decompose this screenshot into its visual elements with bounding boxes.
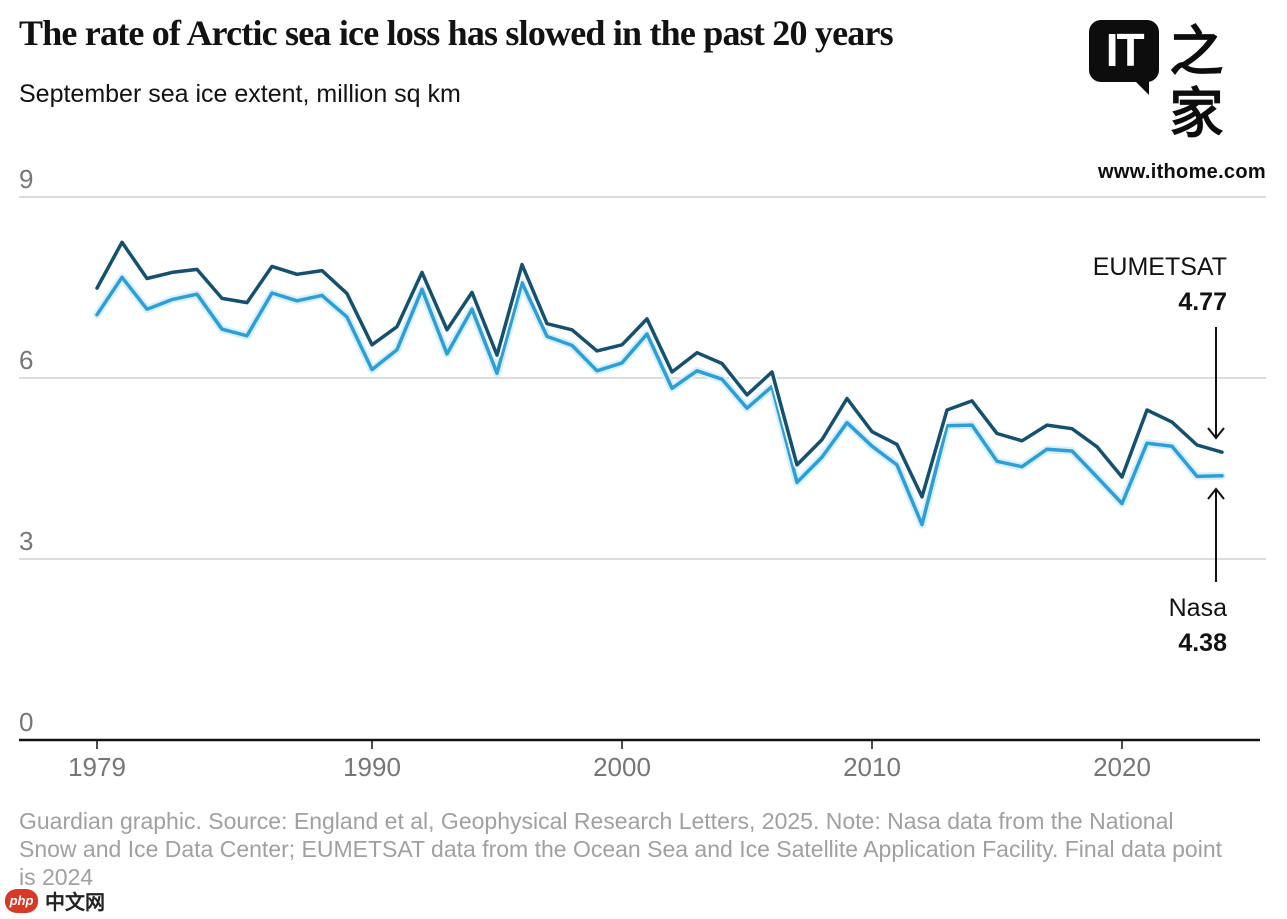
eumetsat-final-value: 4.77 [1178,288,1227,316]
nasa-arrow-up-icon [1207,487,1225,582]
page-title: The rate of Arctic sea ice loss has slow… [19,13,894,53]
ithome-logo: IT 之家 www.ithome.com [1089,20,1275,184]
ithome-cjk-text: 之家 [1169,19,1224,145]
x-tick-label: 2000 [593,752,651,782]
phpcn-watermark-text: 中文网 [45,890,105,914]
eumetsat-series-label: EUMETSAT [1092,253,1227,281]
x-tick-label: 2020 [1093,752,1151,782]
y-tick-label: 3 [19,526,33,556]
chart-subtitle: September sea ice extent, million sq km [19,80,461,108]
nasa-series-label: Nasa [1168,594,1227,622]
y-tick-label: 9 [19,164,33,194]
nasa-final-value: 4.38 [1178,629,1227,657]
php-badge-icon: php [5,888,38,913]
source-caption: Guardian graphic. Source: England et al,… [19,808,1223,890]
x-tick-label: 2010 [843,752,901,782]
eumetsat-line [95,240,1224,499]
nasa-line [95,275,1224,527]
ithome-it-text: IT [1105,24,1145,76]
x-tick-label: 1979 [68,752,126,782]
nasa-line-halo [93,273,1226,529]
speech-bubble-tail-icon [1134,80,1150,95]
ithome-url: www.ithome.com [1098,161,1266,183]
y-tick-label: 6 [19,345,33,375]
ithome-it-badge-icon: IT [1089,20,1160,95]
phpcn-watermark: php 中文网 [5,886,105,915]
y-tick-label: 0 [19,707,33,737]
eumetsat-arrow-down-icon [1207,327,1225,440]
x-tick-label: 1990 [343,752,401,782]
